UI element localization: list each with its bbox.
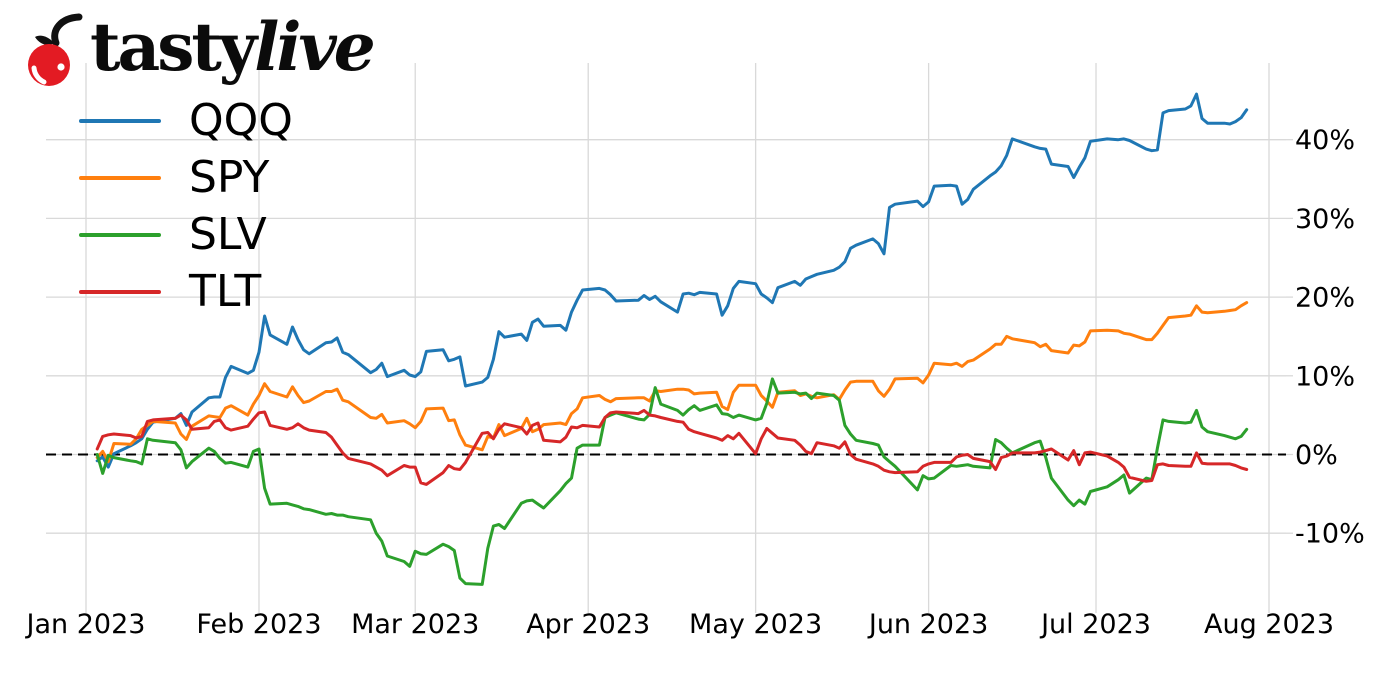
x-tick-label: Feb 2023 [196, 609, 321, 640]
legend-line-swatch-tlt [79, 289, 161, 294]
brand-live: live [254, 8, 375, 86]
cherry-glint [57, 63, 65, 71]
cherry-highlight [31, 65, 47, 85]
y-tick-label: 10% [1295, 361, 1355, 392]
legend-item-slv: SLV [79, 206, 293, 263]
cherry-stem [51, 13, 83, 47]
legend-item-tlt: TLT [79, 263, 293, 320]
y-tick-label: 30% [1295, 204, 1355, 235]
y-tick-label: 20% [1295, 283, 1355, 314]
legend-line-swatch-slv [79, 232, 161, 237]
legend-label-qqq: QQQ [189, 95, 293, 146]
tastylive-logo: tastylive [22, 8, 376, 88]
legend-label-tlt: TLT [189, 266, 262, 317]
x-tick-label: Apr 2023 [526, 609, 650, 640]
series-line-tlt [95, 408, 1249, 486]
x-tick-label: Jul 2023 [1039, 609, 1151, 640]
series-line-spy [95, 301, 1249, 464]
legend-label-slv: SLV [189, 209, 267, 260]
chart-legend: QQQ SPY SLV TLT [79, 92, 293, 320]
legend-item-qqq: QQQ [79, 92, 293, 149]
legend-line-swatch-qqq [79, 118, 161, 123]
x-tick-label: Mar 2023 [351, 609, 479, 640]
series-line-qqq [95, 92, 1249, 469]
brand-tasty: tasty [90, 8, 257, 86]
y-tick-label: -10% [1295, 519, 1365, 550]
brand-wordmark: tastylive [90, 8, 376, 86]
series-line-slv [95, 377, 1249, 586]
y-tick-label: 40% [1295, 125, 1355, 156]
x-tick-label: Jun 2023 [867, 609, 988, 640]
y-tick-label: 0% [1295, 440, 1338, 471]
legend-item-spy: SPY [79, 149, 293, 206]
cherry-leaf [35, 35, 54, 45]
x-tick-label: May 2023 [689, 609, 822, 640]
cherry-icon [28, 13, 83, 86]
legend-label-spy: SPY [189, 152, 270, 203]
legend-line-swatch-spy [79, 175, 161, 180]
x-tick-label: Jan 2023 [25, 609, 146, 640]
x-tick-label: Aug 2023 [1204, 609, 1334, 640]
